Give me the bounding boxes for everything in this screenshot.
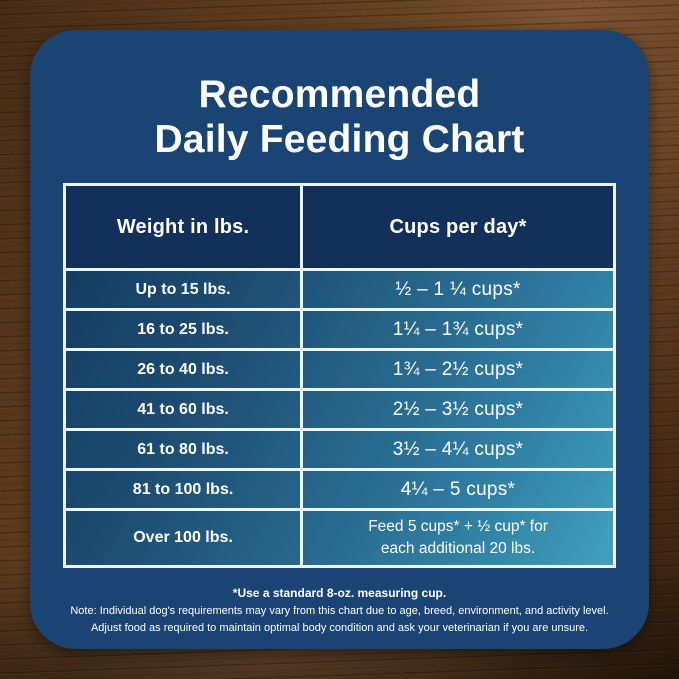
weight-column-header: Weight in lbs. [116, 215, 250, 238]
cups-cell: 2½ – 3½ cups* [300, 391, 613, 428]
cups-cell-line1: Feed 5 cups* + ½ cup* for [368, 517, 548, 535]
table-row: 16 to 25 lbs. 1¼ – 1¾ cups* [66, 308, 613, 348]
table-header-row: Weight in lbs. Cups per day* [66, 186, 613, 268]
cups-cell-line2: each additional 20 lbs. [380, 540, 536, 557]
cups-cell: 3½ – 4¼ cups* [300, 431, 613, 468]
footnotes: *Use a standard 8-oz. measuring cup. Not… [30, 586, 649, 636]
cups-cell: 1¾ – 2½ cups* [300, 351, 613, 388]
weight-cell: 81 to 100 lbs. [132, 480, 234, 498]
table-row: 81 to 100 lbs. 4¼ – 5 cups* [66, 468, 613, 508]
weight-cell: 26 to 40 lbs. [137, 360, 229, 378]
chart-title-line1: Recommended [198, 73, 481, 116]
feeding-table: Weight in lbs. Cups per day* Up to 15 lb… [63, 183, 616, 568]
cups-column-header: Cups per day* [300, 186, 613, 268]
chart-title-line2: Daily Feeding Chart [154, 118, 525, 162]
cups-cell: 1¼ – 1¾ cups* [300, 311, 613, 348]
weight-cell: Up to 15 lbs. [135, 280, 231, 298]
weight-cell: 41 to 60 lbs. [137, 400, 229, 418]
weight-cell: 61 to 80 lbs. [137, 440, 229, 458]
cups-cell: Feed 5 cups* + ½ cup* for each additiona… [300, 511, 613, 565]
table-row: 41 to 60 lbs. 2½ – 3½ cups* [66, 388, 613, 428]
table-row: Up to 15 lbs. ½ – 1 ¼ cups* [66, 268, 613, 308]
weight-cell: Over 100 lbs. [133, 529, 233, 546]
adjust-food-note: Adjust food as required to maintain opti… [90, 621, 589, 634]
cups-cell: ½ – 1 ¼ cups* [300, 271, 613, 308]
table-row-over-100: Over 100 lbs. Feed 5 cups* + ½ cup* for … [66, 508, 613, 565]
table-row: 26 to 40 lbs. 1¾ – 2½ cups* [66, 348, 613, 388]
variance-note: Note: Individual dog's requirements may … [70, 605, 609, 617]
table-row: 61 to 80 lbs. 3½ – 4¼ cups* [66, 428, 613, 468]
feeding-chart-card: Recommended Daily Feeding Chart Weight i… [30, 30, 649, 649]
cups-cell: 4¼ – 5 cups* [300, 471, 613, 508]
chart-title: Recommended Daily Feeding Chart [30, 72, 649, 162]
weight-cell: 16 to 25 lbs. [137, 320, 229, 338]
measuring-cup-note: *Use a standard 8-oz. measuring cup. [232, 586, 447, 600]
